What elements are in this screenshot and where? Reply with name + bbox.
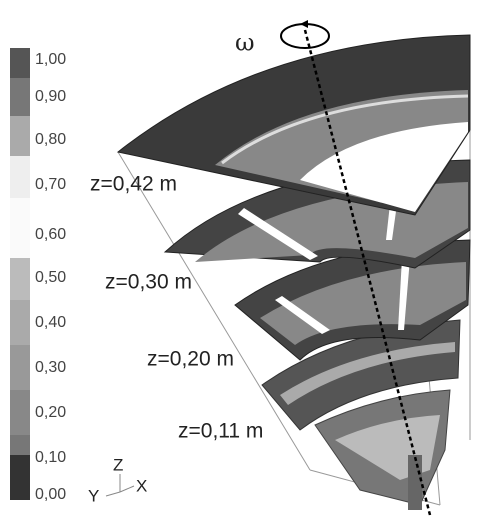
colorbar-label: 0,10 [35,449,66,466]
colorbar-label: 0,60 [35,226,66,243]
omega-symbol: ω [235,29,255,57]
slice-label: z=0,30 m [105,271,192,294]
colorbar [10,48,30,500]
slice-label: z=0,20 m [147,348,234,371]
axis-label: X [136,476,147,495]
axis-label: Z [113,455,123,474]
slice-label: z=0,11 m [178,420,263,443]
colorbar-label: 0,30 [35,359,66,376]
axis-label: Y [88,486,99,505]
colorbar-label: 1,00 [35,51,66,68]
colorbar-labels: 1,00 0,90 0,80 0,70 0,60 0,50 0,40 0,30 0,20 0,10… [35,51,66,503]
axis-triad: Z X Y [88,455,147,505]
colorbar-label: 0,00 [35,486,66,503]
colorbar-label: 0,20 [35,404,66,421]
slices [118,20,470,515]
colorbar-label: 0,80 [35,131,66,148]
colorbar-label: 0,90 [35,88,66,105]
figure: 1,00 0,90 0,80 0,70 0,60 0,50 0,40 0,30 0,20 0,10… [0,0,490,516]
slice-label: z=0,42 m [90,173,177,196]
colorbar-label: 0,70 [35,176,66,193]
colorbar-label: 0,40 [35,314,66,331]
colorbar-label: 0,50 [35,269,66,286]
